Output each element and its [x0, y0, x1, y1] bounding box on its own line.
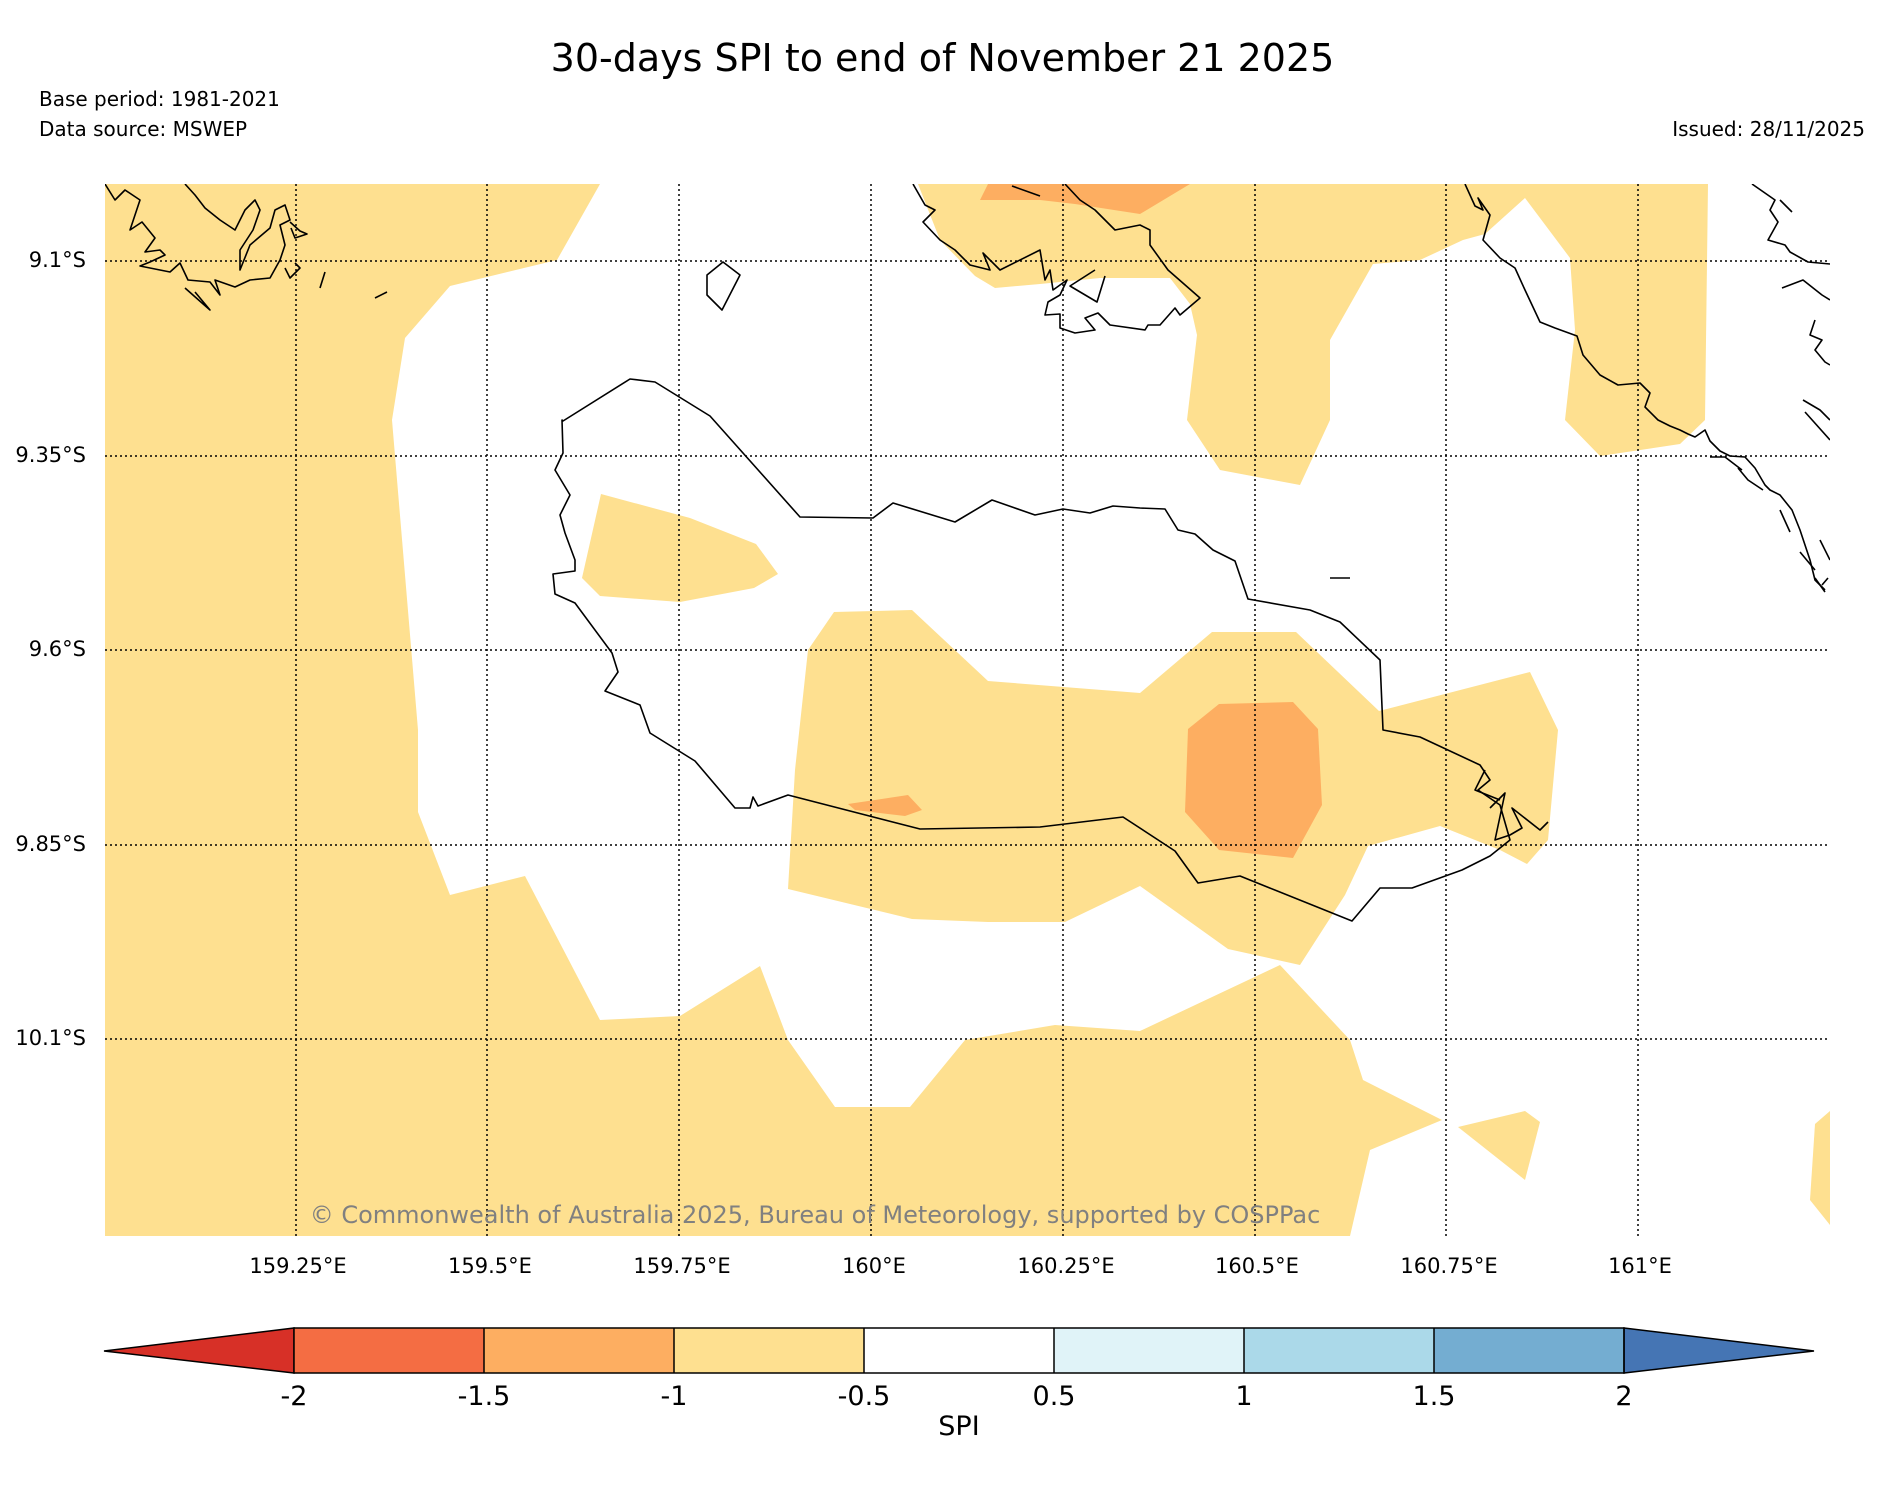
coastlines	[105, 184, 1830, 922]
spi-area-orange-west	[848, 795, 922, 816]
coastline-east-islets-12	[1710, 456, 1743, 471]
lat-label: 9.85°S	[15, 832, 86, 856]
colorbar-segment	[1054, 1328, 1244, 1373]
colorbar-tick-label: 2	[1615, 1381, 1633, 1412]
lon-label: 160.75°E	[1400, 1254, 1498, 1278]
coastline-florida-islet	[1069, 269, 1106, 303]
spi-area-central	[788, 610, 1558, 965]
colorbar-tick-label: 0.5	[1032, 1381, 1076, 1412]
coastline-east-islets-6	[1804, 411, 1830, 441]
lon-label: 161°E	[1608, 1254, 1672, 1278]
coastline-east-islets-7	[1819, 539, 1830, 561]
gridlines	[105, 184, 1830, 1236]
coastline-east-islets-10	[1814, 577, 1826, 593]
colorbar-tick-label: -0.5	[837, 1381, 891, 1412]
colorbar-segment	[1434, 1328, 1624, 1373]
spi-contour-dark	[848, 184, 1322, 858]
coastline-east-spit	[1489, 792, 1549, 841]
coastline-nw-islet-3	[319, 271, 326, 289]
copyright-notice: © Commonwealth of Australia 2025, Bureau…	[309, 1201, 1321, 1229]
coastline-nw-islet-1	[289, 221, 308, 239]
coastline-east-islets-11	[1821, 577, 1829, 586]
coastline-east-islets-2	[1779, 199, 1793, 213]
lon-label: 160.25°E	[1017, 1254, 1115, 1278]
coastline-guadalcanal	[552, 378, 1511, 922]
lat-label: 9.6°S	[28, 637, 86, 661]
colorbar-label: SPI	[938, 1411, 980, 1442]
colorbar-extend-low	[103, 1327, 295, 1374]
spi-area-orange-east	[1185, 702, 1322, 858]
colorbar-tick-label: 1	[1235, 1381, 1253, 1412]
spi-area-orange-north	[980, 184, 1190, 214]
lon-label: 160.5°E	[1215, 1254, 1299, 1278]
spi-area-far-east	[1810, 1111, 1830, 1225]
data-source: Data source: MSWEP	[39, 117, 248, 141]
coastline-east-islets-3	[1781, 279, 1830, 301]
coastline-northwest	[105, 184, 291, 296]
coastline-east-islets-9	[1799, 551, 1816, 571]
lat-label: 9.35°S	[15, 443, 86, 467]
lon-label: 159.5°E	[448, 1254, 532, 1278]
colorbar-extend-high	[1623, 1327, 1815, 1374]
coastline-east-islets	[1474, 769, 1501, 801]
coastline-florida-tip	[1011, 185, 1041, 197]
lat-label: 10.1°S	[15, 1026, 86, 1050]
spi-area-east-bottom	[1458, 1111, 1540, 1180]
colorbar-segment	[294, 1328, 484, 1373]
lat-label: 9.1°S	[28, 248, 86, 272]
spi-area-west	[105, 184, 1442, 1236]
coastline-east-islets-13	[1737, 467, 1764, 491]
colorbar-tick-label: -1.5	[457, 1381, 511, 1412]
colorbar-segment	[864, 1328, 1054, 1373]
coastline-malaita	[1464, 184, 1826, 591]
lon-label: 160°E	[842, 1254, 906, 1278]
spi-area-south-center	[760, 1107, 930, 1236]
coastline-nw-islet-2	[284, 262, 301, 279]
coastline-east-islets-8	[1779, 509, 1791, 533]
map-title: 30-days SPI to end of November 21 2025	[550, 36, 1335, 80]
colorbar-segment	[1244, 1328, 1434, 1373]
spi-area-northeast	[918, 184, 1708, 485]
coastline-nw-islet-4	[374, 291, 388, 299]
coastline-east-islets-5	[1802, 399, 1830, 421]
base-period: Base period: 1981-2021	[39, 87, 280, 111]
spi-contour-light	[105, 184, 1830, 1236]
coastline-savo	[706, 261, 741, 311]
coastline-florida	[912, 184, 1201, 334]
colorbar-tick-label: -1	[660, 1381, 688, 1412]
colorbar-segment	[484, 1328, 674, 1373]
coastline-malaita-north	[1751, 184, 1830, 265]
colorbar-tick-label: 1.5	[1412, 1381, 1456, 1412]
lon-label: 159.25°E	[249, 1254, 347, 1278]
spi-area-inland-north	[582, 494, 778, 602]
colorbar-segment	[674, 1328, 864, 1373]
lon-label: 159.75°E	[633, 1254, 731, 1278]
colorbar	[103, 1327, 1815, 1374]
issued-date: Issued: 28/11/2025	[1672, 117, 1865, 141]
coastline-nw-islet-5	[184, 287, 211, 311]
coastline-east-islets-4	[1809, 319, 1830, 366]
colorbar-tick-label: -2	[280, 1381, 308, 1412]
